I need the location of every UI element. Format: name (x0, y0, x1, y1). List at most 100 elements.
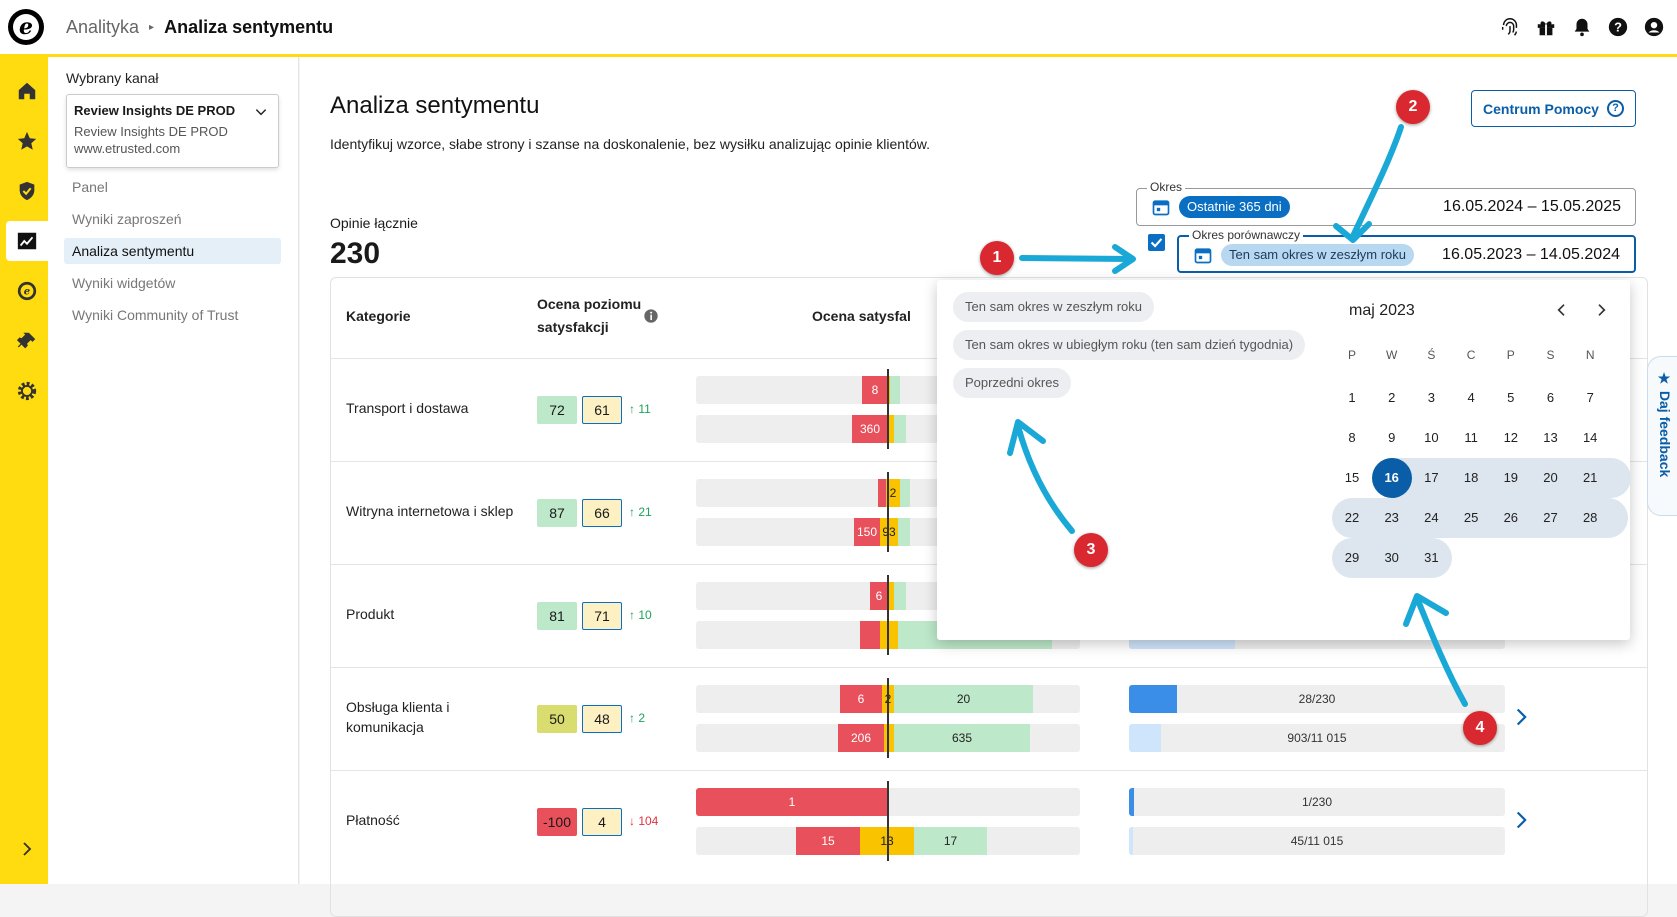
sentiment-segment-neu (888, 582, 894, 610)
chevron-left-icon[interactable] (1554, 302, 1570, 318)
calendar-day[interactable]: 6 (1546, 390, 1555, 405)
calendar-day[interactable]: 17 (1424, 470, 1439, 485)
channel-selector[interactable]: Review Insights DE PROD Review Insights … (66, 94, 279, 168)
compare-period-label: Okres porównawczy (1189, 228, 1304, 242)
calendar-day[interactable]: 12 (1503, 430, 1519, 445)
neutral-axis-line (887, 369, 889, 449)
bell-icon[interactable] (1571, 16, 1593, 38)
calendar-day[interactable]: 15 (1344, 470, 1360, 485)
category-name: Obsługa klienta i komunikacja (346, 698, 450, 735)
calendar-day[interactable]: 25 (1463, 510, 1479, 525)
nav-widget-results[interactable]: Wyniki widgetów (72, 275, 176, 291)
calendar-day[interactable]: 2 (1388, 390, 1396, 405)
calendar-day[interactable]: 29 (1344, 550, 1360, 565)
help-icon[interactable]: ? (1607, 16, 1629, 38)
annotation-marker-1: 1 (980, 241, 1014, 275)
calendar-day[interactable]: 19 (1503, 470, 1519, 485)
home-icon (18, 82, 36, 100)
calendar-day[interactable]: 30 (1384, 550, 1399, 565)
fingerprint-icon[interactable] (1499, 16, 1521, 38)
calendar-day[interactable]: 1 (1348, 390, 1356, 405)
sentiment-segment-neg: 6 (840, 685, 882, 713)
column-header-satisfaction: Ocena satysfal (812, 308, 911, 324)
nav-sentiment-analysis[interactable]: Analiza sentymentu (64, 238, 281, 264)
navigation-rail: e (0, 57, 48, 884)
side-navigation: Wybrany kanał Review Insights DE PROD Re… (48, 57, 299, 884)
calendar-day[interactable]: 23 (1384, 510, 1399, 525)
option-previous-period[interactable]: Poprzedni okres (953, 368, 1071, 398)
calendar-day[interactable]: 16 (1371, 458, 1412, 498)
compare-checkbox[interactable] (1148, 234, 1165, 251)
calendar-day[interactable]: 22 (1344, 510, 1360, 525)
volume-bar: 1/230 (1129, 788, 1505, 816)
calendar-day[interactable]: 28 (1582, 510, 1598, 525)
sentiment-segment-neu: 2 (886, 479, 900, 507)
breadcrumb-parent[interactable]: Analityka (66, 16, 140, 37)
account-icon[interactable] (1643, 16, 1665, 38)
nav-invitation-results[interactable]: Wyniki zaproszeń (72, 211, 182, 227)
help-center-button[interactable]: Centrum Pomocy ? (1471, 90, 1636, 127)
calendar-day[interactable]: 5 (1507, 390, 1515, 405)
satisfaction-score: 81 (537, 602, 577, 630)
calendar-day[interactable]: 24 (1424, 510, 1439, 525)
sentiment-segment-neu (888, 415, 894, 443)
channel-name: Review Insights DE PROD (74, 103, 236, 118)
rail-integrations[interactable] (6, 321, 48, 361)
sentiment-segment-pos (900, 479, 910, 507)
calendar-day[interactable]: 14 (1582, 430, 1598, 445)
calendar-icon (1152, 200, 1170, 216)
etrusted-logo[interactable]: e (8, 9, 44, 45)
sentiment-segment-neg: 1 (696, 788, 888, 816)
page-title: Analiza sentymentu (330, 92, 540, 119)
calendar-day[interactable]: 11 (1464, 430, 1478, 445)
calendar-day[interactable]: 18 (1463, 470, 1479, 485)
sentiment-segment-neg: 206 (838, 724, 884, 752)
category-name: Produkt (346, 605, 395, 622)
calendar-day[interactable]: 26 (1503, 510, 1519, 525)
chevron-right-icon[interactable] (1511, 704, 1531, 730)
calendar-day[interactable]: 31 (1424, 550, 1439, 565)
feedback-label: ★ Daj feedback (1657, 371, 1673, 478)
category-name: Płatność (346, 811, 400, 828)
sentiment-segment-pos: 20 (894, 685, 1033, 713)
comparison-period-popup: Ten sam okres w zeszłym roku Ten sam okr… (937, 280, 1631, 640)
rail-expand[interactable] (6, 829, 48, 869)
rail-trust[interactable] (6, 171, 48, 211)
nav-community-of-trust[interactable]: Wyniki Community of Trust (72, 307, 239, 323)
calendar-day[interactable]: 21 (1582, 470, 1598, 485)
nav-panel[interactable]: Panel (72, 179, 108, 195)
option-same-period-weekday[interactable]: Ten sam okres w ubiegłym roku (ten sam d… (953, 330, 1306, 360)
weekday-header: N (1585, 348, 1595, 362)
compare-period-chip[interactable]: Ten sam okres w zeszłym roku (1221, 244, 1414, 266)
volume-bar: 45/11 015 (1129, 827, 1505, 855)
calendar-day[interactable]: 10 (1424, 430, 1439, 445)
calendar-day[interactable]: 8 (1348, 430, 1356, 445)
info-icon[interactable] (643, 308, 659, 324)
feedback-tab[interactable]: ★ Daj feedback (1647, 356, 1677, 516)
rail-home[interactable] (6, 71, 48, 111)
sentiment-segment-neu (880, 621, 898, 649)
calendar-day[interactable]: 13 (1543, 430, 1558, 445)
gift-icon[interactable] (1535, 16, 1557, 38)
calendar-day[interactable]: 3 (1427, 390, 1435, 405)
rail-etrusted[interactable]: e (6, 271, 48, 311)
rail-reviews[interactable] (6, 121, 48, 161)
rail-analytics[interactable] (6, 221, 48, 261)
period-chip[interactable]: Ostatnie 365 dni (1179, 196, 1290, 218)
rail-settings[interactable] (6, 371, 48, 411)
calendar-day[interactable]: 7 (1586, 390, 1594, 405)
chevron-right-icon[interactable] (1511, 807, 1531, 833)
chevron-right-icon[interactable] (1593, 302, 1609, 318)
calendar-day[interactable]: 20 (1543, 470, 1558, 485)
option-same-period-last-year[interactable]: Ten sam okres w zeszłym roku (953, 292, 1154, 322)
calendar-day[interactable]: 9 (1388, 430, 1396, 445)
compare-period-field[interactable]: Okres porównawczy Ten sam okres w zeszły… (1177, 228, 1636, 273)
satisfaction-score-previous: 66 (582, 499, 622, 527)
sentiment-segment-neu: 93 (880, 518, 898, 546)
calendar-day[interactable]: 4 (1467, 390, 1475, 405)
period-field[interactable]: Okres Ostatnie 365 dni 16.05.2024 – 15.0… (1136, 180, 1636, 226)
calendar-day[interactable]: 27 (1543, 510, 1558, 525)
volume-bar: 903/11 015 (1129, 724, 1505, 752)
